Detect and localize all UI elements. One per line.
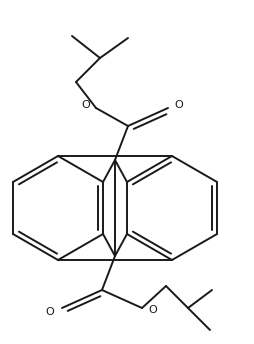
Text: O: O (45, 307, 54, 317)
Text: O: O (148, 305, 157, 315)
Text: O: O (81, 100, 90, 110)
Text: O: O (174, 100, 183, 110)
